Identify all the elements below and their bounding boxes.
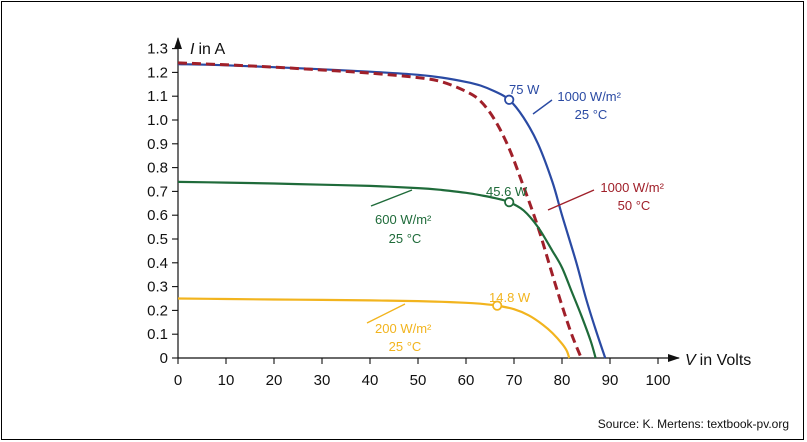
y-tick-label: 1.0 [147,112,168,129]
leader-green [370,189,413,207]
curve-yellow [177,297,571,359]
curve-red [177,61,583,359]
y-tick-label: 1.1 [147,88,168,105]
mpp-point-yellow [492,300,503,311]
x-axis-unit: in Volts [700,352,752,369]
annotation-blue: 1000 W/m² 25 °C [557,89,624,122]
leader-red [547,189,595,211]
x-tick-label: 70 [506,372,523,389]
y-tick-label: 1.2 [147,64,168,81]
x-tick-label: 100 [645,372,670,389]
annotation-blue-line1: 1000 W/m² [557,89,621,104]
x-tick-label: 80 [554,372,571,389]
annotation-yellow: 200 W/m² 25 °C [375,321,435,354]
mpp-point-green [504,197,515,208]
mpp-label-blue: 75 W [509,82,540,97]
x-axis-var: V [685,352,697,369]
y-tick-label: 0.3 [147,279,168,296]
y-tick-label: 0 [160,350,168,367]
y-tick-label: 0.6 [147,207,168,224]
leader-yellow [366,303,406,324]
y-tick-label: 0.9 [147,136,168,153]
annotation-red-line1: 1000 W/m² [600,180,664,195]
annotation-green-line1: 600 W/m² [375,212,432,227]
y-tick-label: 0.4 [147,255,168,272]
y-axis-unit: in A [198,41,225,58]
mpp-markers [492,94,515,311]
x-tick-label: 40 [362,372,379,389]
y-tick-label: 1.3 [147,41,168,58]
curves [177,61,607,359]
y-tick-label: 0.8 [147,160,168,177]
mpp-label-yellow: 14.8 W [489,290,531,305]
y-tick-label: 0.1 [147,326,168,343]
x-tick-label: 10 [218,372,235,389]
leader-blue [532,99,553,115]
x-tick-label: 60 [458,372,475,389]
source-credit: Source: K. Mertens: textbook-pv.org [597,417,789,431]
annotation-red-line2: 50 °C [618,198,651,213]
x-tick-label: 0 [174,372,182,389]
x-tick-label: 90 [602,372,619,389]
x-tick-label: 20 [266,372,283,389]
x-tick-label: 50 [410,372,427,389]
annotation-yellow-line1: 200 W/m² [375,321,432,336]
y-tick-label: 0.5 [147,231,168,248]
y-axis-var: I [190,41,195,58]
y-ticks: 0 0.1 0.2 0.3 0.4 0.5 0.6 0.7 0.8 0.9 1.0 1.1 1.2 1.3 [147,41,178,367]
x-ticks: 0 10 20 30 40 50 60 70 80 90 100 [174,358,671,389]
mpp-label-green: 45.6 W [486,184,528,199]
curve-green [177,180,597,359]
annotation-red: 1000 W/m² 50 °C [600,180,667,213]
annotation-green-line2: 25 °C [389,231,422,246]
y-tick-label: 0.7 [147,183,168,200]
mpp-point-blue [504,94,515,105]
annotation-green: 600 W/m² 25 °C [375,212,435,246]
x-tick-label: 30 [314,372,331,389]
y-tick-label: 0.2 [147,302,168,319]
annotation-blue-line2: 25 °C [575,107,608,122]
annotation-yellow-line2: 25 °C [389,339,422,354]
